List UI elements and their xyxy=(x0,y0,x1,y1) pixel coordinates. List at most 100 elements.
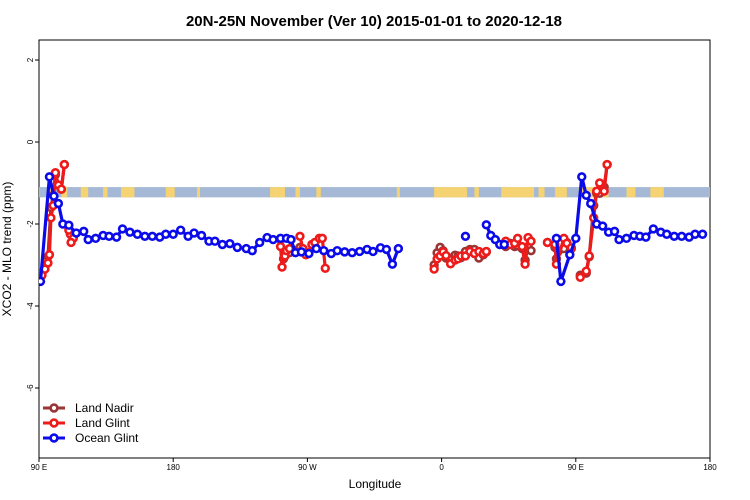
data-point xyxy=(232,242,243,253)
data-point xyxy=(347,248,357,258)
series-land-glint xyxy=(39,159,612,282)
land-patch xyxy=(538,187,545,198)
land-patch xyxy=(121,187,135,198)
land-patch xyxy=(396,187,400,198)
data-point xyxy=(189,228,199,238)
data-point xyxy=(381,244,392,255)
data-point xyxy=(581,190,591,201)
x-tick-label: 90 W xyxy=(298,463,317,472)
land-patch xyxy=(554,187,567,198)
data-point xyxy=(320,263,330,273)
land-patch xyxy=(80,187,89,198)
land-patch xyxy=(650,187,664,198)
data-point xyxy=(584,251,594,261)
data-point xyxy=(66,237,76,248)
data-point xyxy=(286,234,296,245)
data-point xyxy=(59,159,70,170)
data-point xyxy=(429,264,439,274)
land-patch xyxy=(316,187,321,198)
y-tick-label: -6 xyxy=(26,384,35,392)
data-point xyxy=(104,231,114,242)
x-tick-label: 0 xyxy=(439,463,444,472)
legend-swatch-point xyxy=(49,403,59,413)
y-tick-label: -4 xyxy=(26,302,35,310)
data-point xyxy=(44,172,55,182)
data-point xyxy=(594,178,605,188)
data-point xyxy=(697,229,708,239)
data-point xyxy=(277,262,287,272)
land-patch xyxy=(103,187,108,198)
data-point xyxy=(481,246,492,257)
data-point xyxy=(132,229,143,239)
data-point xyxy=(254,237,265,248)
land-patch xyxy=(501,187,535,198)
y-tick-label: -2 xyxy=(26,220,35,228)
data-point xyxy=(175,225,186,235)
data-point xyxy=(49,191,59,201)
data-point xyxy=(268,234,278,245)
data-point xyxy=(648,224,659,234)
data-point xyxy=(295,231,305,242)
data-point xyxy=(520,259,530,269)
land-patch xyxy=(434,187,467,198)
land-patch xyxy=(626,187,636,198)
data-point xyxy=(210,236,220,246)
legend-swatch-point xyxy=(49,418,59,428)
data-point xyxy=(71,228,81,238)
series-layer xyxy=(39,159,708,287)
data-point xyxy=(597,221,608,231)
data-point xyxy=(575,272,585,282)
x-tick-label: 180 xyxy=(703,463,717,472)
legend-label: Land Nadir xyxy=(75,401,134,415)
data-point xyxy=(481,220,492,230)
data-point xyxy=(311,243,322,254)
data-point xyxy=(217,239,228,250)
data-point xyxy=(79,226,89,237)
data-point xyxy=(609,226,620,237)
y-axis: 2 0 -2 -4 -6 xyxy=(26,57,39,392)
y-tick-label: 0 xyxy=(26,139,35,144)
data-point xyxy=(161,229,171,239)
chart-title: 20N-25N November (Ver 10) 2015-01-01 to … xyxy=(186,13,562,30)
data-point xyxy=(499,239,509,250)
land-patch xyxy=(165,187,175,198)
data-point xyxy=(368,246,378,257)
data-point xyxy=(332,245,342,256)
data-point xyxy=(317,233,328,244)
data-point xyxy=(526,245,536,256)
data-point xyxy=(168,229,178,239)
data-point xyxy=(354,246,365,257)
data-point xyxy=(83,234,93,245)
data-point xyxy=(46,213,56,223)
land-patch xyxy=(474,187,479,198)
land-patch xyxy=(295,187,300,198)
data-point xyxy=(43,258,53,268)
x-axis: 90 E 180 90 W 0 90 E 180 xyxy=(31,458,717,472)
data-point xyxy=(393,243,404,254)
data-point xyxy=(690,229,700,239)
land-patch xyxy=(279,187,286,198)
data-point xyxy=(64,220,74,230)
series-ocean-glint xyxy=(39,172,708,287)
data-point xyxy=(304,248,314,259)
data-point xyxy=(147,231,158,242)
data-point xyxy=(551,233,562,244)
data-point xyxy=(591,186,602,196)
land-ocean-band xyxy=(39,187,710,198)
data-point xyxy=(117,224,128,234)
legend-swatch-point xyxy=(49,433,59,443)
data-point xyxy=(581,266,591,276)
data-point xyxy=(296,247,307,257)
data-point xyxy=(441,250,451,261)
data-point xyxy=(641,232,651,242)
data-point xyxy=(602,159,612,170)
data-point xyxy=(662,229,672,239)
legend-label: Land Glint xyxy=(75,416,130,430)
data-point xyxy=(556,276,566,287)
plot-frame xyxy=(38,39,711,459)
data-point xyxy=(586,198,596,209)
y-axis-label: XCO2 - MLO trend (ppm) xyxy=(0,182,14,317)
land-patch xyxy=(270,187,280,198)
